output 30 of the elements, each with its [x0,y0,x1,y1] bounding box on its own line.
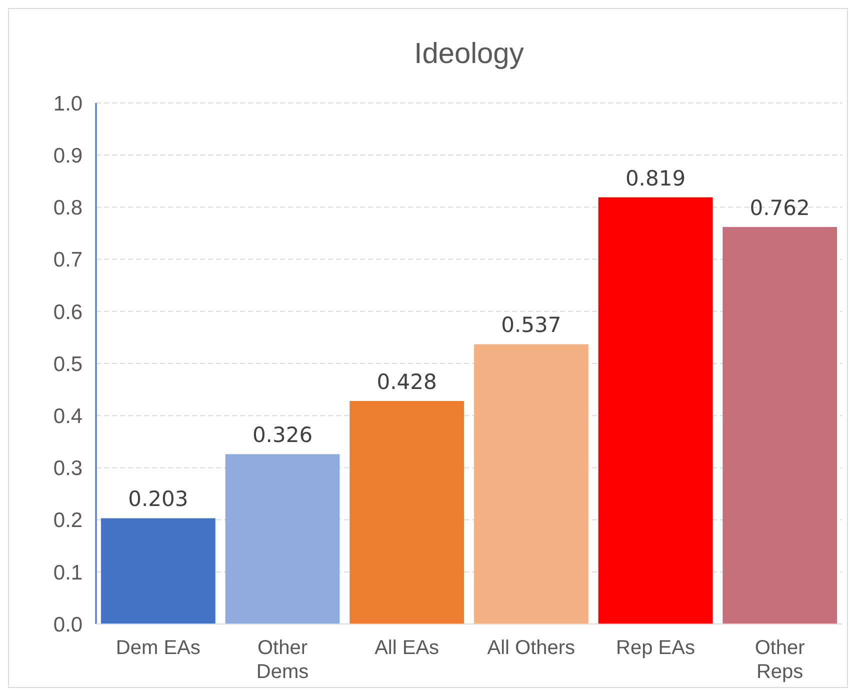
text: 0.8 [53,196,83,220]
text: 0.4 [53,404,83,428]
data-label: 0.537 [501,313,562,338]
data-label: 0.326 [252,423,313,448]
bar [474,344,588,624]
x-tick-label: Other Reps [754,637,806,683]
bar [350,401,464,624]
data-label: 0.819 [625,166,686,190]
bar [722,227,838,624]
text: 0.1 [53,561,83,584]
data-label: 0.762 [750,196,810,220]
text: 0.5 [53,352,83,376]
x-tick-label: Other Dems [256,637,309,683]
text: 0.7 [53,248,83,272]
x-tick-label: Dem EAs [116,637,200,659]
data-label: 0.203 [128,487,188,512]
bar [100,518,216,624]
x-tick-label: All EAs [374,637,440,659]
chart-title: Ideology [414,38,524,70]
x-tick-label: All Others [487,637,576,659]
x-tick-label: Rep EAs [616,637,695,659]
text: 0.3 [53,457,83,480]
data-label: 0.428 [376,370,437,394]
text: 0.6 [53,300,83,324]
text: 0.2 [53,509,83,532]
bar [225,454,340,624]
text: 0.0 [53,613,83,636]
bar [598,197,713,624]
text: 0.9 [53,144,83,168]
text: 1.0 [53,92,83,116]
